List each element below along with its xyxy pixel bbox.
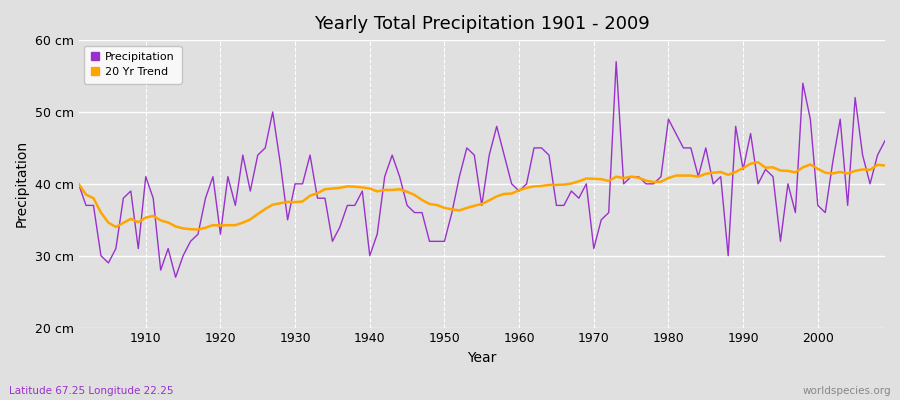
Precipitation xyxy=(521,182,532,186)
Legend: Precipitation, 20 Yr Trend: Precipitation, 20 Yr Trend xyxy=(84,46,182,84)
Precipitation xyxy=(514,189,525,194)
20 Yr Trend xyxy=(133,220,144,224)
20 Yr Trend xyxy=(752,160,763,165)
20 Yr Trend xyxy=(73,182,84,186)
Precipitation xyxy=(879,138,890,143)
20 Yr Trend xyxy=(521,185,532,190)
Precipitation xyxy=(618,182,629,186)
Precipitation xyxy=(73,182,84,186)
20 Yr Trend xyxy=(514,188,525,193)
20 Yr Trend xyxy=(304,193,315,198)
20 Yr Trend xyxy=(611,174,622,179)
Line: 20 Yr Trend: 20 Yr Trend xyxy=(78,162,885,230)
20 Yr Trend xyxy=(193,227,203,232)
20 Yr Trend xyxy=(349,184,360,189)
Precipitation xyxy=(133,246,144,251)
20 Yr Trend xyxy=(879,163,890,168)
Precipitation xyxy=(611,59,622,64)
Precipitation xyxy=(304,153,315,158)
Precipitation xyxy=(170,275,181,280)
X-axis label: Year: Year xyxy=(467,351,497,365)
Y-axis label: Precipitation: Precipitation xyxy=(15,140,29,228)
Text: Latitude 67.25 Longitude 22.25: Latitude 67.25 Longitude 22.25 xyxy=(9,386,174,396)
Precipitation xyxy=(349,203,360,208)
Text: worldspecies.org: worldspecies.org xyxy=(803,386,891,396)
Title: Yearly Total Precipitation 1901 - 2009: Yearly Total Precipitation 1901 - 2009 xyxy=(314,15,650,33)
Line: Precipitation: Precipitation xyxy=(78,62,885,277)
